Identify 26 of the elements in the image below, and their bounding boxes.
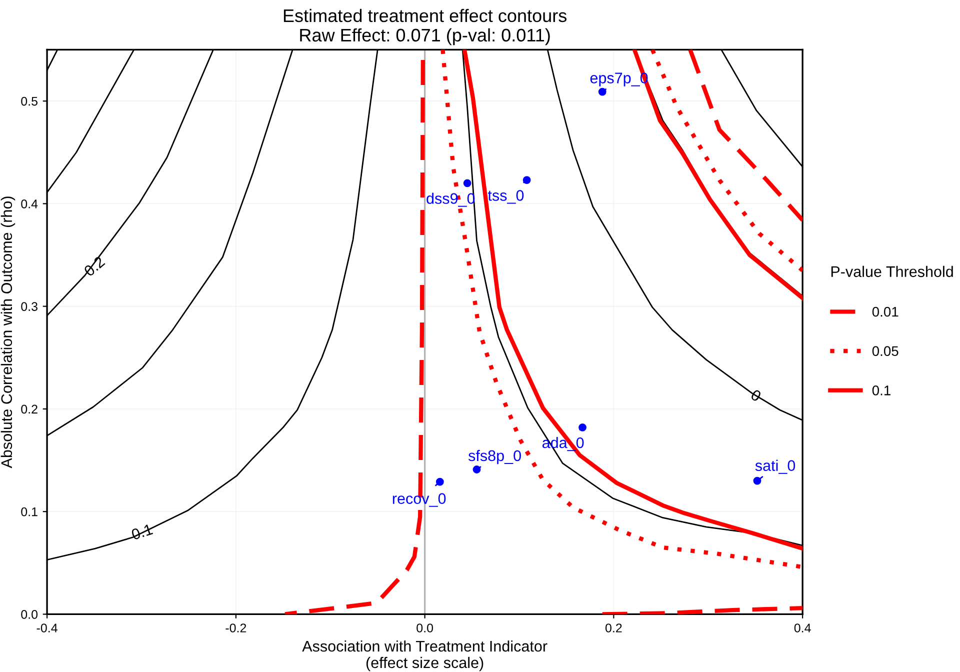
point xyxy=(472,466,481,474)
y-axis-title: Absolute Correlation with Outcome (rho) xyxy=(0,196,16,468)
legend-title: P-value Threshold xyxy=(831,266,953,278)
x-axis-title: Association with Treatment Indicator (effect size scale) xyxy=(302,640,548,672)
chart-title: Estimated treatment effect contours Raw Effect: 0.071 (p-val: 0.011) xyxy=(284,8,567,46)
y-tick-label: 0.1 xyxy=(21,507,38,516)
x-tick-label: 0.4 xyxy=(794,624,811,632)
point xyxy=(578,423,586,432)
x-tick-label: 0.2 xyxy=(605,624,622,632)
x-tick-label: 0.0 xyxy=(416,624,433,632)
annotation: tss_0 xyxy=(488,190,524,204)
annotation: sfs8p_0 xyxy=(468,450,521,464)
legend-label: 0.1 xyxy=(872,386,890,396)
annotation: recov_0 xyxy=(392,493,446,507)
x-tick-label: -0.2 xyxy=(226,624,246,632)
y-tick-label: 0.4 xyxy=(21,199,38,208)
x-tick-label: -0.4 xyxy=(36,624,58,632)
legend-label: 0.05 xyxy=(872,346,898,356)
y-tick-label: 0.5 xyxy=(21,96,38,106)
y-tick-label: 0.0 xyxy=(21,610,38,619)
annotation: sati_0 xyxy=(755,460,796,474)
point xyxy=(463,179,472,188)
legend-label: 0.01 xyxy=(872,306,898,317)
y-tick-label: 0.3 xyxy=(21,302,38,311)
point xyxy=(522,176,531,184)
y-tick-label: 0.2 xyxy=(21,404,38,414)
